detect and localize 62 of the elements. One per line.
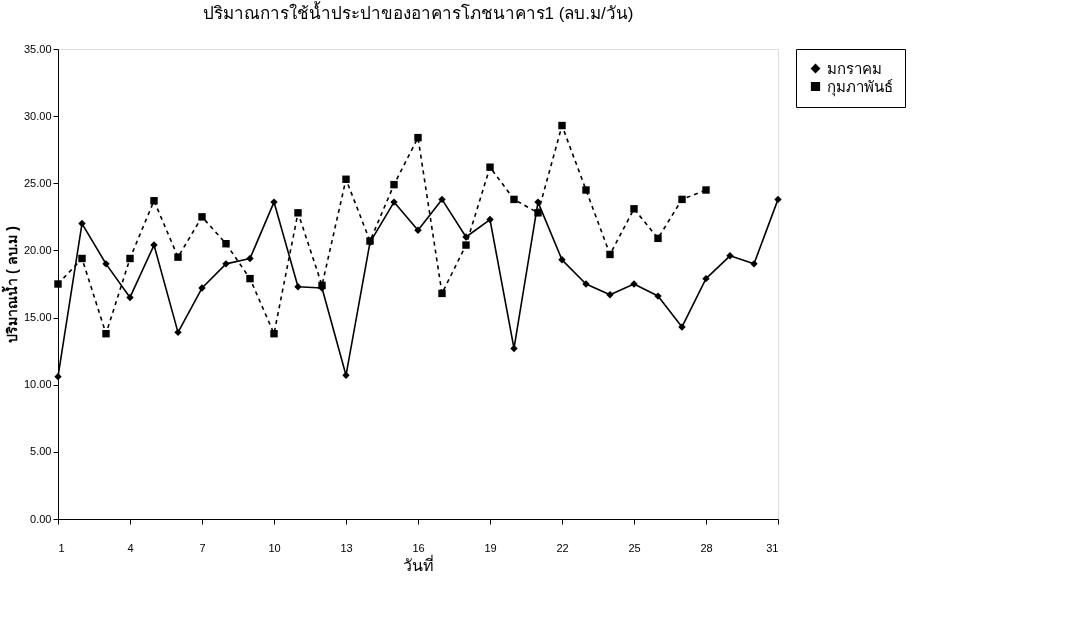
y-tick-label: 30.00 bbox=[23, 109, 52, 122]
y-axis-title: ปริมาณน้ำ ( ลบ.ม ) bbox=[0, 226, 20, 343]
x-tick-label: 19 bbox=[484, 541, 497, 554]
y-tick-label: 35.00 bbox=[23, 42, 52, 55]
point bbox=[126, 254, 134, 263]
point bbox=[102, 329, 110, 338]
point bbox=[534, 209, 542, 217]
y-tick-label: 10.00 bbox=[23, 378, 52, 391]
legend-label: กุมภาพันธ์ bbox=[827, 77, 893, 97]
legend-label: มกราคม bbox=[827, 59, 882, 77]
point bbox=[414, 133, 422, 142]
point bbox=[126, 293, 134, 302]
x-tick-label: 16 bbox=[412, 541, 425, 554]
point bbox=[294, 209, 302, 217]
point bbox=[342, 371, 350, 380]
y-tick-label: 25.00 bbox=[23, 176, 52, 189]
x-tick-label: 10 bbox=[268, 541, 281, 554]
point bbox=[438, 195, 446, 204]
point bbox=[582, 186, 590, 194]
point bbox=[270, 329, 278, 338]
point bbox=[246, 274, 254, 283]
x-tick-label: 4 bbox=[127, 541, 134, 554]
point bbox=[54, 280, 62, 288]
point bbox=[774, 195, 782, 204]
x-tick-label: 22 bbox=[556, 541, 569, 554]
x-tick-label: 13 bbox=[340, 541, 353, 554]
point bbox=[702, 274, 710, 283]
point bbox=[150, 197, 158, 205]
point bbox=[438, 289, 446, 298]
point bbox=[510, 195, 518, 204]
point bbox=[174, 253, 182, 261]
point bbox=[462, 241, 470, 249]
point bbox=[294, 282, 302, 291]
point bbox=[486, 163, 494, 171]
point bbox=[630, 205, 638, 213]
point bbox=[678, 195, 686, 204]
y-tick-label: 0.00 bbox=[30, 512, 52, 525]
point bbox=[54, 372, 62, 381]
point bbox=[390, 180, 398, 189]
point bbox=[654, 234, 662, 243]
point bbox=[486, 215, 494, 224]
point bbox=[78, 219, 86, 228]
x-tick-label: 7 bbox=[199, 541, 206, 554]
point bbox=[558, 121, 566, 130]
point bbox=[174, 328, 182, 337]
point bbox=[342, 175, 350, 183]
point bbox=[78, 254, 86, 263]
point bbox=[510, 344, 518, 353]
y-tick-label: 5.00 bbox=[30, 445, 52, 458]
point bbox=[702, 186, 710, 194]
point bbox=[222, 240, 230, 248]
point bbox=[606, 250, 614, 259]
point bbox=[198, 213, 206, 221]
point bbox=[246, 254, 254, 263]
x-tick-label: 25 bbox=[628, 541, 641, 554]
x-tick-label: 1 bbox=[58, 541, 65, 554]
chart-title: ปริมาณการใช้น้ำประปาของอาคารโภชนาคาร1 (ลบ.ม/วัน) bbox=[202, 1, 634, 23]
x-axis-title: วันที่ bbox=[403, 553, 434, 574]
x-tick-label: 28 bbox=[700, 541, 713, 554]
y-tick-label: 20.00 bbox=[23, 243, 52, 256]
x-tick-label: 31 bbox=[766, 541, 779, 554]
y-tick-label: 15.00 bbox=[23, 311, 52, 324]
